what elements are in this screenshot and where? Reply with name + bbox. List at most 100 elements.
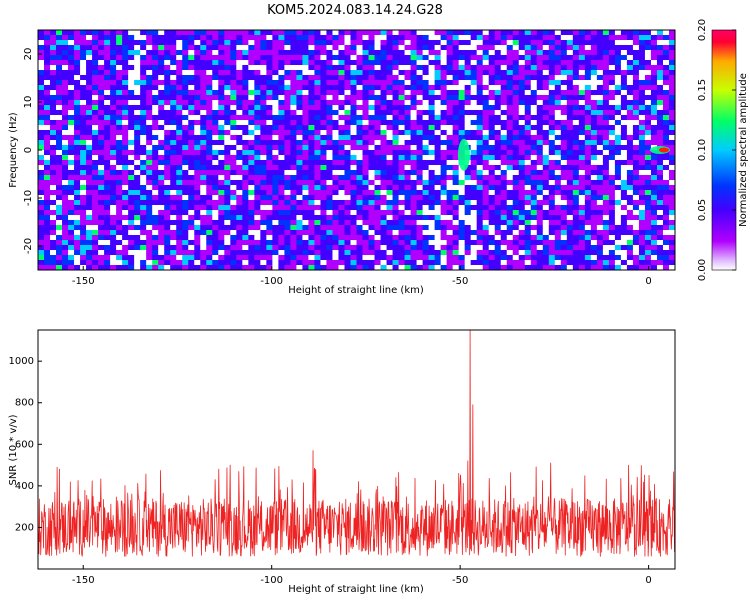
spectrogram-cell — [506, 160, 514, 166]
spectrogram-cell — [236, 60, 243, 66]
spectrogram-cell — [404, 140, 411, 146]
spectrogram-cell — [296, 140, 303, 146]
spectrogram-cell — [230, 85, 237, 91]
spectrogram-cell — [488, 90, 496, 96]
spectrogram-cell — [338, 230, 345, 236]
spectrogram-cell — [74, 235, 81, 241]
spectrogram-cell — [218, 115, 225, 121]
spectrogram-cell — [176, 140, 183, 146]
spectrogram-cell — [266, 230, 273, 236]
spectrogram-cell — [620, 110, 628, 116]
spectrogram-cell — [404, 135, 411, 141]
spectrogram-cell — [632, 125, 640, 131]
spectrogram-cell — [524, 130, 532, 136]
spectrogram-cell — [146, 235, 153, 241]
spectrogram-cell — [416, 110, 423, 116]
spectrogram-cell — [428, 250, 435, 256]
spectrogram-cell — [320, 165, 327, 171]
spectrogram-cell — [494, 135, 502, 141]
spectrogram-cell — [632, 180, 640, 186]
spectrogram-cell — [566, 95, 574, 101]
spectrogram-cell — [308, 35, 315, 41]
spectrogram-cell — [656, 105, 664, 111]
spectrogram-cell — [662, 210, 670, 216]
spectrogram-cell — [356, 60, 363, 66]
spectrogram-cell — [380, 185, 387, 191]
spectrogram-cell — [128, 45, 135, 51]
spectrogram-cell — [344, 150, 351, 156]
spectrogram-cell — [176, 75, 183, 81]
spectrogram-cell — [368, 175, 375, 181]
spectrogram-cell — [542, 210, 550, 216]
spectrogram-cell — [146, 45, 153, 51]
spectrogram-cell — [140, 170, 147, 176]
spectrogram-cell — [542, 220, 550, 226]
spectrogram-cell — [368, 55, 375, 61]
spectrogram-cell — [284, 210, 291, 216]
spectrogram-cell — [182, 165, 189, 171]
spectrogram-cell — [104, 265, 111, 270]
spectrogram-cell — [554, 155, 562, 161]
spectrogram-cell — [200, 260, 207, 266]
spectrogram-cell — [422, 75, 429, 81]
spectrogram-cell — [308, 80, 315, 86]
spectrogram-cell — [560, 135, 568, 141]
spectrogram-cell — [422, 30, 429, 36]
spectrogram-cell — [398, 30, 405, 36]
spectrogram-cell — [440, 40, 447, 46]
spectrogram-cell — [218, 190, 225, 196]
spectrogram-cell — [164, 140, 171, 146]
spectrogram-cell — [332, 60, 339, 66]
spectrogram-cell — [470, 145, 477, 151]
spectrogram-cell — [218, 210, 225, 216]
spectrogram-cell — [596, 55, 604, 61]
spectrogram-cell — [50, 130, 57, 136]
spectrogram-cell — [314, 175, 321, 181]
spectrogram-cell — [620, 105, 628, 111]
spectrogram-cell — [260, 70, 267, 76]
spectrogram-cell — [128, 50, 135, 56]
spectrogram-cell — [464, 220, 471, 226]
spectrogram-cell — [632, 100, 640, 106]
spectrogram-cell — [308, 110, 315, 116]
spectrogram-cell — [200, 45, 207, 51]
spectrogram-cell — [212, 65, 219, 71]
spectrogram-cell — [80, 125, 87, 131]
spectrogram-cell — [50, 50, 57, 56]
spectrogram-cell — [116, 255, 123, 261]
spectrogram-cell — [38, 85, 45, 91]
spectrogram-cell — [146, 105, 153, 111]
spectrogram-cell — [662, 75, 670, 81]
spectrogram-cell — [230, 140, 237, 146]
spectrogram-cell — [668, 30, 675, 36]
spectrogram-cell — [314, 240, 321, 246]
spectrogram-cell — [332, 225, 339, 231]
spectrogram-cell — [182, 65, 189, 71]
spectrogram-cell — [650, 240, 658, 246]
spectrogram-cell — [452, 195, 459, 201]
spectrogram-cell — [632, 75, 640, 81]
spectrogram-cell — [560, 220, 568, 226]
spectrogram-cell — [110, 190, 117, 196]
spectrogram-cell — [560, 65, 568, 71]
spectrogram-cell — [218, 120, 225, 126]
spectrogram-cell — [170, 225, 177, 231]
spectrogram-cell — [188, 155, 195, 161]
spectrogram-cell — [560, 230, 568, 236]
spectrogram-cell — [122, 230, 129, 236]
spectrogram-cell — [338, 250, 345, 256]
spectrogram-cell — [632, 60, 640, 66]
spectrogram-cell — [80, 60, 87, 66]
spectrogram-cell — [158, 75, 165, 81]
spectrogram-cell — [566, 185, 574, 191]
spectrogram-cell — [488, 160, 496, 166]
spectrogram-cell — [116, 140, 123, 146]
spectrogram-cell — [614, 60, 622, 66]
spectrogram-cell — [446, 185, 453, 191]
spectrogram-cell — [380, 215, 387, 221]
spectrogram-cell — [584, 75, 592, 81]
spectrogram-cell — [152, 35, 159, 41]
spectrogram-cell — [182, 205, 189, 211]
spectrogram-cell — [104, 70, 111, 76]
spectrogram-cell — [662, 170, 670, 176]
